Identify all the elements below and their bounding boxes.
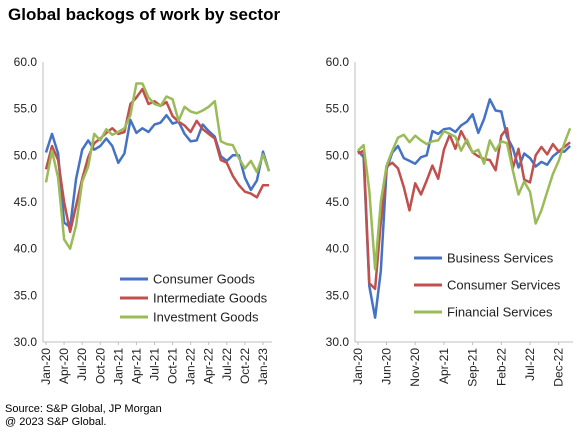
legend-label-consumer-services: Consumer Services xyxy=(447,278,561,293)
page-title: Global backogs of work by sector xyxy=(8,5,281,24)
y-tick-label: 40.0 xyxy=(14,242,38,256)
x-tick-label: Oct-20 xyxy=(93,348,107,384)
y-tick-label: 35.0 xyxy=(326,288,350,302)
y-tick-label: 50.0 xyxy=(326,148,350,162)
x-tick-label: Apr-20 xyxy=(57,348,71,384)
y-tick-label: 50.0 xyxy=(14,148,38,162)
x-tick-label: Jan-23 xyxy=(256,348,270,385)
y-tick-label: 45.0 xyxy=(14,195,38,209)
x-tick-label: Jan-21 xyxy=(111,348,125,385)
legend-label-consumer-goods: Consumer Goods xyxy=(153,272,255,287)
x-tick-label: Jul-22 xyxy=(220,348,234,381)
x-tick-label: Jul-20 xyxy=(75,348,89,381)
y-tick-label: 60.0 xyxy=(14,55,38,69)
footer: Source: S&P Global, JP Morgan @ 2023 S&P… xyxy=(5,403,162,429)
y-tick-label: 35.0 xyxy=(14,288,38,302)
x-tick-label: Oct-22 xyxy=(238,348,252,384)
x-tick-label: Apr-21 xyxy=(437,348,451,384)
x-tick-label: Jan-22 xyxy=(184,348,198,385)
y-tick-label: 55.0 xyxy=(326,102,350,116)
x-tick-label: Jul-22 xyxy=(523,348,537,381)
x-tick-label: Jan-20 xyxy=(351,348,365,385)
copyright-note: @ 2023 S&P Global. xyxy=(5,416,107,428)
x-tick-label: Jun-20 xyxy=(380,348,394,385)
x-tick-label: Jul-21 xyxy=(147,348,161,381)
legend-label-investment-goods: Investment Goods xyxy=(153,310,259,325)
y-tick-label: 60.0 xyxy=(326,55,350,69)
x-tick-label: Feb-22 xyxy=(494,348,508,386)
x-tick-label: Jan-20 xyxy=(39,348,53,385)
legend-label-intermediate-goods: Intermediate Goods xyxy=(153,291,268,306)
legend-label-financial-services: Financial Services xyxy=(447,305,553,320)
series-line-consumer-services xyxy=(357,127,571,291)
x-tick-label: Sep-21 xyxy=(466,348,480,387)
y-tick-label: 45.0 xyxy=(326,195,350,209)
series-line-investment-goods xyxy=(44,82,271,250)
y-tick-label: 30.0 xyxy=(14,335,38,349)
x-tick-label: Nov-20 xyxy=(408,348,422,387)
series-line-financial-services xyxy=(357,127,572,271)
series-line-intermediate-goods xyxy=(44,87,269,234)
legend-label-business-services: Business Services xyxy=(447,251,554,266)
series-line-consumer-goods xyxy=(44,113,271,229)
x-tick-label: Apr-21 xyxy=(129,348,143,384)
y-tick-label: 30.0 xyxy=(326,335,350,349)
x-tick-label: Oct-21 xyxy=(166,348,180,384)
y-tick-label: 40.0 xyxy=(326,242,350,256)
x-tick-label: Dec-22 xyxy=(552,348,566,387)
x-tick-label: Apr-22 xyxy=(202,348,216,384)
source-note: Source: S&P Global, JP Morgan xyxy=(5,403,162,415)
y-tick-label: 55.0 xyxy=(14,102,38,116)
